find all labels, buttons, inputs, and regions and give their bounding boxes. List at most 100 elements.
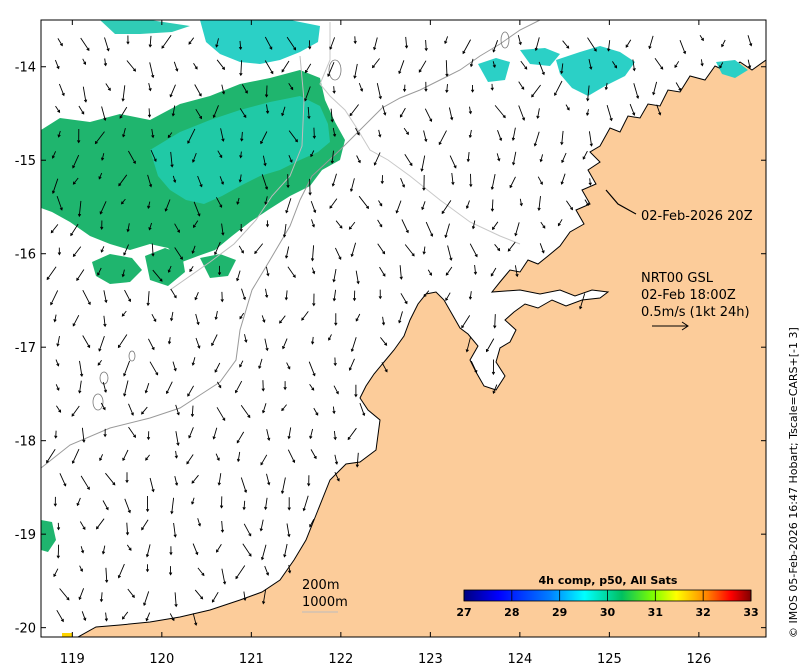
current-vector	[539, 243, 545, 254]
current-vector	[216, 197, 223, 208]
current-vector	[80, 546, 85, 554]
current-vector	[147, 108, 152, 118]
current-vector	[219, 496, 224, 509]
current-vector	[265, 220, 270, 228]
current-vector	[148, 222, 153, 231]
current-vector	[238, 40, 243, 51]
current-vector	[264, 196, 268, 205]
lat-tick-label: -17	[15, 341, 36, 356]
current-vector	[121, 310, 127, 317]
current-vector	[509, 176, 516, 189]
current-vector	[50, 224, 59, 234]
current-vector	[72, 314, 80, 327]
current-vector	[187, 385, 194, 397]
current-vector	[187, 128, 196, 144]
current-vector	[53, 568, 59, 578]
current-vector	[675, 82, 682, 92]
current-vector	[54, 59, 60, 70]
current-vector	[514, 222, 520, 237]
current-vector	[451, 172, 455, 186]
current-vector	[148, 82, 152, 92]
current-vector	[470, 360, 478, 374]
current-vector	[117, 563, 125, 579]
current-vector	[128, 426, 137, 438]
current-vector	[167, 265, 172, 273]
current-vector	[168, 566, 173, 576]
current-vector	[604, 82, 609, 91]
current-vector	[404, 36, 409, 49]
current-vector	[258, 358, 263, 370]
current-vector	[328, 334, 332, 341]
current-vector	[150, 149, 157, 163]
current-vector	[99, 454, 104, 462]
colorbar-tick-label: 29	[552, 606, 567, 619]
current-vector	[309, 428, 314, 440]
current-vector	[215, 453, 220, 461]
current-vector	[78, 105, 85, 115]
current-vector	[377, 243, 386, 255]
current-vector	[507, 241, 516, 252]
current-vector	[401, 219, 409, 234]
current-vector	[217, 265, 222, 276]
current-vector	[310, 336, 315, 345]
current-vector	[557, 219, 563, 227]
current-vector	[491, 221, 499, 230]
current-vector	[381, 316, 386, 326]
current-vector	[104, 612, 109, 622]
lon-axis: 119 120 121 122 123 124 125 126	[60, 20, 711, 667]
current-vector	[197, 518, 202, 527]
current-vector	[540, 221, 546, 229]
current-vector	[679, 40, 687, 55]
lon-tick-label: 120	[149, 652, 174, 667]
current-vector	[491, 359, 496, 376]
current-vector	[235, 565, 246, 580]
current-vector	[172, 361, 177, 372]
current-vector	[240, 477, 248, 494]
current-vector	[214, 362, 221, 373]
current-vector	[350, 337, 357, 353]
current-vector	[56, 522, 61, 531]
current-vector	[490, 267, 497, 277]
current-vector	[537, 176, 543, 185]
current-vector	[261, 589, 267, 605]
lat-axis: -14 -15 -16 -17 -18 -19 -20	[15, 61, 766, 637]
current-vector	[149, 477, 155, 493]
current-vector	[511, 127, 516, 141]
current-vector	[445, 60, 449, 77]
current-vector	[519, 198, 523, 207]
current-vector	[334, 247, 342, 260]
current-vector	[288, 130, 298, 143]
current-vector	[632, 59, 636, 72]
current-vector	[747, 35, 753, 47]
current-vector	[348, 358, 355, 371]
current-vector	[214, 241, 221, 256]
current-vector	[217, 473, 222, 486]
current-vector	[72, 154, 80, 169]
plot-frame	[40, 19, 767, 638]
current-vector	[612, 61, 618, 69]
current-vector	[79, 565, 83, 572]
lon-tick-label: 126	[686, 652, 711, 667]
current-vectors	[46, 34, 753, 626]
current-vector	[490, 174, 496, 191]
current-vector	[56, 609, 64, 623]
current-vector	[582, 150, 588, 160]
lat-tick-label: -20	[15, 622, 36, 637]
current-vector	[165, 381, 173, 395]
current-vector	[287, 427, 292, 440]
current-vector	[121, 611, 129, 620]
current-vector	[217, 381, 222, 389]
current-vector	[579, 293, 586, 310]
current-vector	[122, 127, 126, 138]
current-vector	[654, 57, 664, 70]
current-vector	[494, 105, 506, 119]
current-vector	[170, 151, 174, 168]
current-vector	[422, 174, 426, 191]
current-vector	[98, 335, 105, 352]
current-vector	[121, 85, 126, 102]
current-vector	[145, 612, 151, 622]
current-vector	[334, 313, 338, 326]
current-vector	[54, 430, 58, 439]
current-vector	[192, 543, 199, 556]
